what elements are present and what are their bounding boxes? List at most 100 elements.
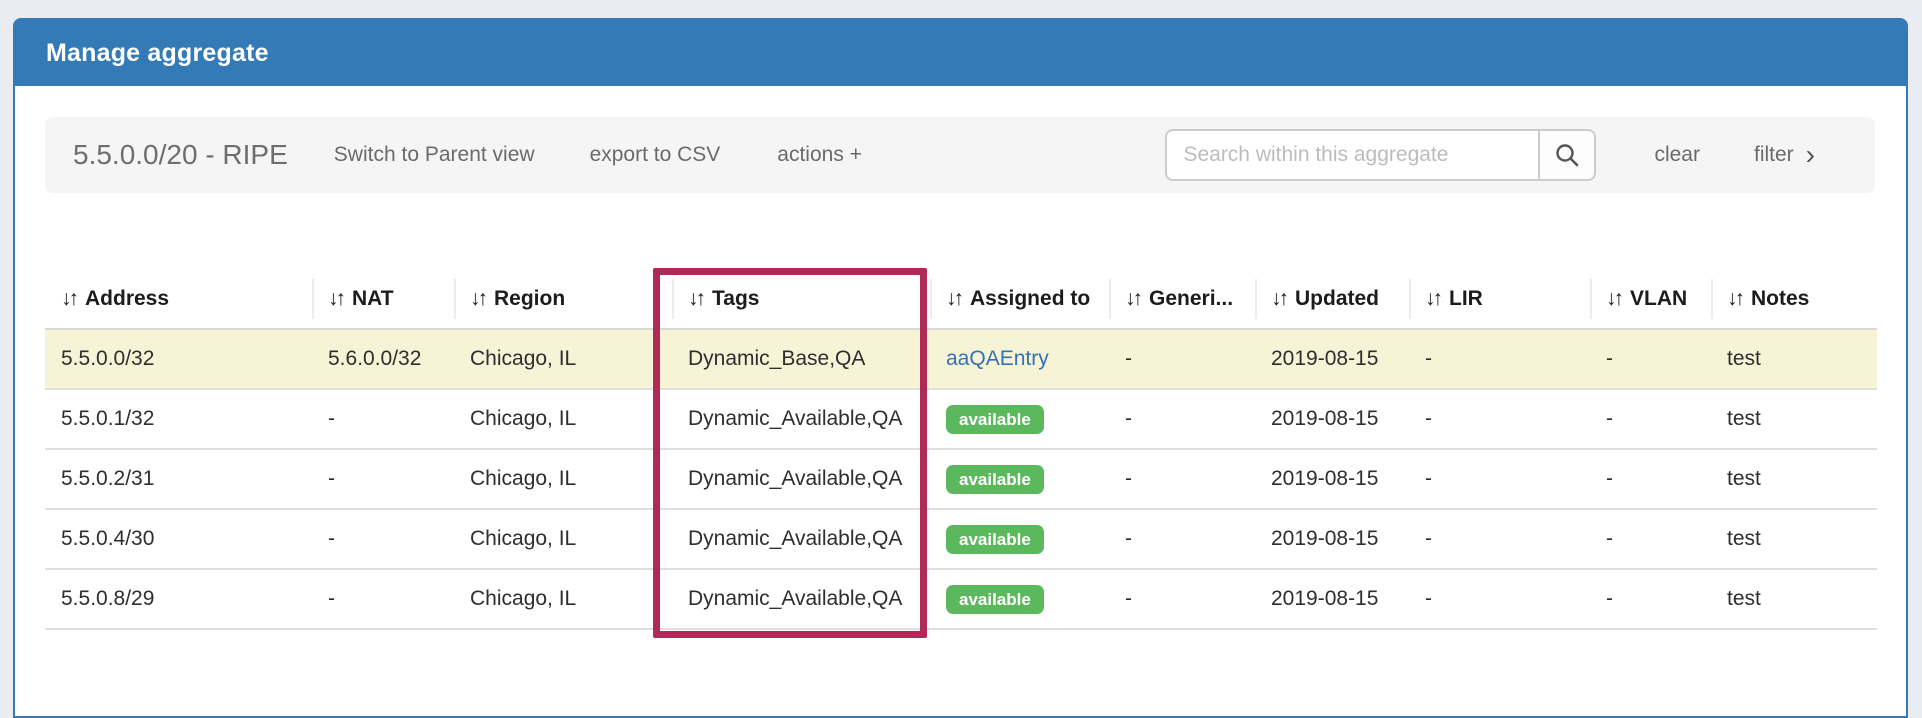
table-row: 5.5.0.4/30 - Chicago, IL Dynamic_Availab…: [45, 509, 1877, 570]
cell-lir: -: [1409, 449, 1590, 510]
status-badge: available: [946, 464, 1044, 494]
column-header-updated[interactable]: ↓↑ Updated: [1255, 270, 1409, 330]
column-header-assigned-to[interactable]: ↓↑ Assigned to: [930, 270, 1109, 330]
column-header-tags[interactable]: ↓↑ Tags: [672, 270, 930, 330]
sort-icon: ↓↑: [470, 287, 488, 310]
column-label: Assigned to: [970, 287, 1091, 310]
cell-tags: Dynamic_Available,QA: [672, 449, 930, 510]
page-title: Manage aggregate: [46, 38, 269, 67]
cell-nat: -: [312, 509, 454, 570]
sort-icon: ↓↑: [1425, 287, 1443, 310]
cell-notes: test: [1711, 389, 1877, 450]
clear-link[interactable]: clear: [1654, 143, 1700, 166]
cell-assigned-to: available: [930, 509, 1109, 570]
table-header-row: ↓↑ Address ↓↑ NAT ↓↑ Region ↓↑ Tags ↓↑ Assign…: [45, 270, 1877, 330]
cell-address: 5.5.0.4/30: [45, 509, 312, 570]
cell-vlan: -: [1590, 329, 1711, 390]
cell-address: 5.5.0.2/31: [45, 449, 312, 510]
cell-lir: -: [1409, 569, 1590, 630]
panel-heading: Manage aggregate: [15, 20, 1906, 86]
cell-lir: -: [1409, 389, 1590, 450]
column-header-generic[interactable]: ↓↑ Generi...: [1109, 270, 1255, 330]
sort-icon: ↓↑: [1606, 287, 1624, 310]
cell-nat: -: [312, 449, 454, 510]
chevron-right-icon: ›: [1805, 139, 1815, 170]
cell-nat: 5.6.0.0/32: [312, 329, 454, 390]
cell-nat: -: [312, 389, 454, 450]
column-header-address[interactable]: ↓↑ Address: [45, 270, 312, 330]
table-row: 5.5.0.8/29 - Chicago, IL Dynamic_Availab…: [45, 569, 1877, 630]
cell-notes: test: [1711, 449, 1877, 510]
cell-assigned-to: available: [930, 569, 1109, 630]
aggregate-title: 5.5.0.0/20 - RIPE: [73, 139, 288, 170]
cell-notes: test: [1711, 569, 1877, 630]
column-header-region[interactable]: ↓↑ Region: [454, 270, 672, 330]
cell-lir: -: [1409, 329, 1590, 390]
cell-assigned-to: aaQAEntry: [930, 329, 1109, 390]
column-header-vlan[interactable]: ↓↑ VLAN: [1590, 270, 1711, 330]
column-label: Updated: [1295, 287, 1379, 310]
sort-icon: ↓↑: [328, 287, 346, 310]
cell-vlan: -: [1590, 569, 1711, 630]
assigned-entry-link[interactable]: aaQAEntry: [946, 347, 1049, 370]
cell-generic: -: [1109, 509, 1255, 570]
search-icon: [1556, 144, 1579, 167]
column-label: Address: [85, 287, 170, 310]
cell-tags: Dynamic_Available,QA: [672, 509, 930, 570]
sort-icon: ↓↑: [1125, 287, 1143, 310]
cell-assigned-to: available: [930, 389, 1109, 450]
cell-tags: Dynamic_Base,QA: [672, 329, 930, 390]
cell-generic: -: [1109, 329, 1255, 390]
table-row: 5.5.0.0/32 5.6.0.0/32 Chicago, IL Dynami…: [45, 329, 1877, 390]
cell-lir: -: [1409, 509, 1590, 570]
cell-address: 5.5.0.8/29: [45, 569, 312, 630]
column-label: NAT: [352, 287, 394, 310]
cell-updated: 2019-08-15: [1255, 569, 1409, 630]
cell-updated: 2019-08-15: [1255, 449, 1409, 510]
cell-assigned-to: available: [930, 449, 1109, 510]
cell-region: Chicago, IL: [454, 509, 672, 570]
cell-region: Chicago, IL: [454, 569, 672, 630]
sort-icon: ↓↑: [1727, 287, 1745, 310]
manage-aggregate-panel: Manage aggregate 5.5.0.0/20 - RIPE Switc…: [13, 18, 1908, 718]
cell-generic: -: [1109, 389, 1255, 450]
cell-vlan: -: [1590, 389, 1711, 450]
status-badge: available: [946, 584, 1044, 614]
cell-vlan: -: [1590, 509, 1711, 570]
column-label: LIR: [1449, 287, 1483, 310]
search-button[interactable]: [1540, 129, 1597, 181]
search-input[interactable]: [1165, 129, 1541, 181]
column-header-nat[interactable]: ↓↑ NAT: [312, 270, 454, 330]
cell-region: Chicago, IL: [454, 449, 672, 510]
column-label: Notes: [1751, 287, 1810, 310]
cell-address: 5.5.0.1/32: [45, 389, 312, 450]
switch-parent-view-link[interactable]: Switch to Parent view: [333, 143, 535, 166]
filter-link[interactable]: filter ›: [1753, 139, 1815, 170]
sort-icon: ↓↑: [61, 287, 79, 310]
column-label: Generi...: [1149, 287, 1234, 310]
cell-notes: test: [1711, 509, 1877, 570]
cell-region: Chicago, IL: [454, 389, 672, 450]
cell-region: Chicago, IL: [454, 329, 672, 390]
cell-updated: 2019-08-15: [1255, 509, 1409, 570]
aggregate-table: ↓↑ Address ↓↑ NAT ↓↑ Region ↓↑ Tags ↓↑ Assign…: [45, 270, 1877, 630]
sort-icon: ↓↑: [1271, 287, 1289, 310]
status-badge: available: [946, 404, 1044, 434]
column-header-lir[interactable]: ↓↑ LIR: [1409, 270, 1590, 330]
cell-tags: Dynamic_Available,QA: [672, 569, 930, 630]
column-label: Region: [494, 287, 566, 310]
export-csv-link[interactable]: export to CSV: [589, 143, 721, 166]
column-label: VLAN: [1630, 287, 1688, 310]
cell-nat: -: [312, 569, 454, 630]
actions-menu-link[interactable]: actions +: [777, 143, 862, 166]
search-group: [1165, 129, 1597, 181]
cell-updated: 2019-08-15: [1255, 329, 1409, 390]
cell-vlan: -: [1590, 449, 1711, 510]
column-header-notes[interactable]: ↓↑ Notes: [1711, 270, 1877, 330]
column-label: Tags: [712, 287, 760, 310]
cell-generic: -: [1109, 449, 1255, 510]
filter-label: filter: [1753, 143, 1794, 166]
cell-generic: -: [1109, 569, 1255, 630]
cell-notes: test: [1711, 329, 1877, 390]
table-row: 5.5.0.1/32 - Chicago, IL Dynamic_Availab…: [45, 389, 1877, 450]
